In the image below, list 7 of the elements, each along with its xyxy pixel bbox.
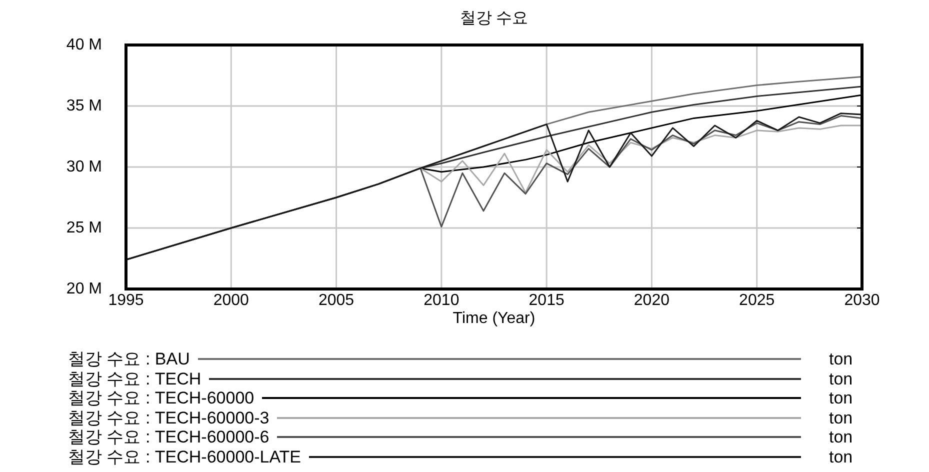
annotation: ton: [829, 350, 853, 368]
annotation: ton: [829, 370, 853, 388]
title: 철강 수요: [460, 10, 528, 27]
annotation: ton: [829, 388, 853, 408]
annotation: ton: [829, 428, 853, 446]
annotation: ton: [829, 408, 853, 428]
annotation: ton: [829, 448, 853, 466]
